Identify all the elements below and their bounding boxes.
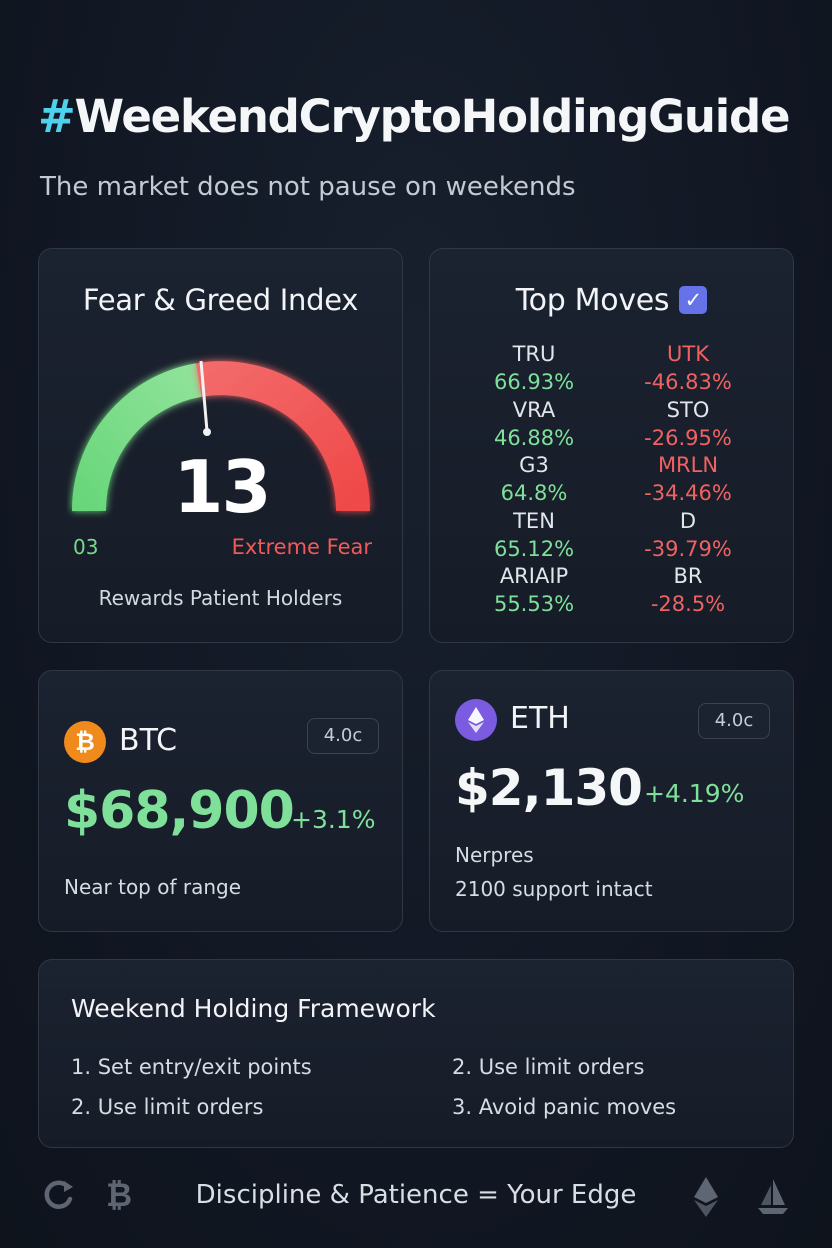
btc-note: Near top of range bbox=[64, 875, 242, 899]
framework-item: 3. Avoid panic moves bbox=[452, 1095, 677, 1119]
mover-row: VRA 46.88% STO -26.95% bbox=[430, 397, 793, 453]
movers-list: TRU 66.93% UTK -46.83% VRA 46.88% STO -26.95… bbox=[430, 341, 793, 619]
framework-item: 2. Use limit orders bbox=[452, 1055, 645, 1079]
eth-price: $2,130 bbox=[455, 759, 643, 817]
gainer-item[interactable]: TEN 65.12% bbox=[464, 508, 604, 563]
loser-change: -46.83% bbox=[644, 370, 732, 394]
btc-price: $68,900 bbox=[64, 781, 295, 841]
loser-symbol: D bbox=[679, 508, 697, 533]
bitcoin-footer-icon: ₿ bbox=[106, 1176, 133, 1214]
loser-symbol: BR bbox=[673, 564, 703, 589]
top-moves-title: Top Moves ✓ bbox=[430, 283, 793, 318]
fear-greed-card: Fear & Greed Index 13 03 Extreme Fear Re… bbox=[38, 248, 403, 643]
loser-item[interactable]: MRLN -34.46% bbox=[618, 452, 758, 507]
gauge-fear-arc bbox=[196, 361, 371, 512]
page-title: #WeekendCryptoHoldingGuide bbox=[38, 90, 791, 143]
mover-row: ARIAIP 55.53% BR -28.5% bbox=[430, 563, 793, 619]
gauge-needle-pivot bbox=[203, 428, 211, 436]
footer-tagline: Discipline & Patience = Your Edge bbox=[195, 1180, 637, 1210]
loser-change: -34.46% bbox=[644, 481, 732, 506]
page-subtitle: The market does not pause on weekends bbox=[40, 172, 576, 202]
loser-change: -26.95% bbox=[644, 425, 732, 450]
top-moves-title-text: Top Moves bbox=[515, 283, 670, 318]
refresh-icon-glyph bbox=[44, 1180, 73, 1209]
mover-row: TEN 65.12% D -39.79% bbox=[430, 508, 793, 564]
loser-symbol: STO bbox=[666, 397, 710, 422]
top-moves-card: Top Moves ✓ TRU 66.93% UTK -46.83% VRA 46.88… bbox=[429, 248, 794, 643]
framework-item: 2. Use limit orders bbox=[71, 1095, 264, 1119]
gainer-symbol: TRU bbox=[512, 342, 556, 366]
mover-row: TRU 66.93% UTK -46.83% bbox=[430, 341, 793, 397]
ethereum-diamond-icon bbox=[468, 707, 484, 733]
gainer-change: 46.88% bbox=[493, 425, 575, 450]
ethereum-footer-glyph bbox=[694, 1177, 718, 1217]
gainer-symbol: TEN bbox=[513, 508, 555, 533]
gainer-symbol: VRA bbox=[512, 397, 556, 422]
framework-title: Weekend Holding Framework bbox=[71, 994, 436, 1023]
framework-item: 1. Set entry/exit points bbox=[71, 1055, 312, 1079]
hashtag-symbol: # bbox=[38, 90, 76, 143]
gainer-item[interactable]: TRU 66.93% bbox=[464, 341, 604, 396]
btc-tag[interactable]: 4.0c bbox=[307, 718, 379, 754]
loser-item[interactable]: BR -28.5% bbox=[618, 563, 758, 618]
loser-change: -28.5% bbox=[650, 592, 726, 617]
loser-change: -39.79% bbox=[644, 536, 732, 561]
fear-greed-classification: Extreme Fear bbox=[231, 535, 372, 559]
fear-greed-title: Fear & Greed Index bbox=[82, 283, 359, 317]
check-box-icon: ✓ bbox=[679, 286, 708, 314]
gainer-change: 65.12% bbox=[493, 536, 575, 561]
gainer-item[interactable]: VRA 46.88% bbox=[464, 397, 604, 452]
gainer-change: 64.8% bbox=[500, 481, 568, 506]
loser-item[interactable]: D -39.79% bbox=[618, 508, 758, 563]
sailboat-icon bbox=[755, 1175, 791, 1221]
fear-greed-value: 13 bbox=[173, 445, 271, 529]
page-title-text: WeekendCryptoHoldingGuide bbox=[74, 90, 791, 143]
gainer-symbol: ARIAIP bbox=[499, 564, 569, 589]
holding-framework-card: Weekend Holding Framework 1. Set entry/e… bbox=[38, 959, 794, 1148]
gainer-item[interactable]: ARIAIP 55.53% bbox=[464, 563, 604, 618]
loser-item[interactable]: STO -26.95% bbox=[618, 397, 758, 452]
gainer-symbol: G3 bbox=[519, 453, 549, 478]
gainer-change: 66.93% bbox=[493, 370, 575, 394]
gainer-item[interactable]: G3 64.8% bbox=[464, 452, 604, 507]
fear-greed-gauge bbox=[71, 360, 371, 512]
eth-change: +4.19% bbox=[644, 779, 745, 808]
btc-name: BTC bbox=[119, 723, 178, 758]
loser-symbol: MRLN bbox=[657, 453, 719, 478]
eth-support-note: 2100 support intact bbox=[455, 877, 653, 901]
bitcoin-icon: ₿ bbox=[64, 721, 106, 763]
loser-symbol: UTK bbox=[667, 342, 709, 366]
mover-row: G3 64.8% MRLN -34.46% bbox=[430, 452, 793, 508]
eth-name: ETH bbox=[510, 701, 570, 736]
fear-greed-footer: Rewards Patient Holders bbox=[98, 586, 343, 610]
refresh-icon[interactable] bbox=[40, 1175, 76, 1219]
ethereum-footer-icon bbox=[690, 1175, 722, 1223]
eth-note: Nerpres bbox=[455, 843, 534, 867]
ethereum-icon bbox=[455, 699, 497, 741]
sailboat-glyph bbox=[758, 1179, 788, 1214]
btc-card[interactable]: ₿ BTC 4.0c $68,900 +3.1% Near top of ran… bbox=[38, 670, 403, 932]
eth-card[interactable]: ETH 4.0c $2,130 +4.19% Nerpres 2100 supp… bbox=[429, 670, 794, 932]
loser-item[interactable]: UTK -46.83% bbox=[618, 341, 758, 396]
gainer-change: 55.53% bbox=[493, 592, 575, 617]
gauge-low-label: 03 bbox=[73, 535, 99, 559]
eth-tag[interactable]: 4.0c bbox=[698, 703, 770, 739]
gauge-greed-arc bbox=[71, 363, 203, 512]
btc-change: +3.1% bbox=[291, 805, 376, 834]
gauge-needle bbox=[199, 360, 209, 432]
